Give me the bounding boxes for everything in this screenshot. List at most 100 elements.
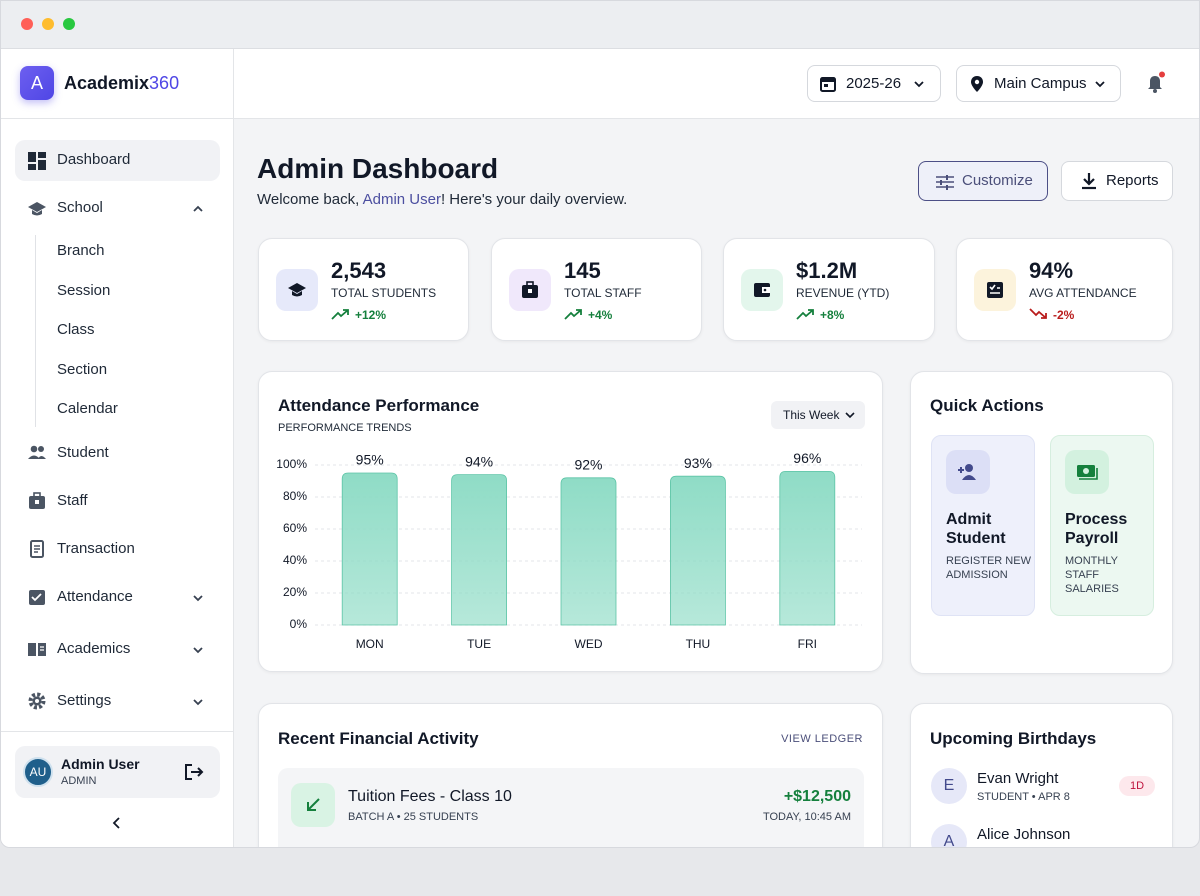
action-subtitle: REGISTER NEW ADMISSION — [946, 555, 1031, 581]
location-icon — [971, 76, 983, 92]
nav-icon — [29, 492, 45, 509]
zoom-button[interactable] — [63, 18, 75, 30]
transaction-detail: BATCH A • 25 STUDENTS — [348, 811, 479, 823]
sub-nav-item[interactable]: Branch — [57, 242, 105, 259]
birthday-avatar: E — [931, 768, 967, 804]
birthday-detail: STUDENT • APR 8 — [977, 791, 1070, 803]
welcome-prefix: Welcome back, — [257, 191, 363, 208]
reports-button[interactable]: Reports — [1061, 161, 1173, 201]
button-label: Customize — [962, 172, 1033, 189]
campus-select[interactable]: Main Campus — [956, 65, 1121, 102]
x-tick-label: THU — [686, 637, 711, 651]
stat-label: REVENUE (YTD) — [796, 286, 890, 300]
stat-card: 145 TOTAL STAFF +4% — [491, 238, 702, 341]
chevron-down — [914, 81, 924, 88]
stat-label: AVG ATTENDANCE — [1029, 286, 1137, 300]
nav-item[interactable]: Staff — [57, 492, 88, 509]
birthday-name: Alice Johnson — [977, 826, 1071, 843]
birthday-name: Evan Wright — [977, 770, 1059, 787]
value-label: 95% — [356, 452, 384, 468]
user-role: ADMIN — [61, 775, 97, 787]
nav-icon — [30, 540, 44, 558]
action-tile[interactable]: Admit Student REGISTER NEW ADMISSION — [931, 435, 1035, 616]
icon-glyph — [1077, 465, 1098, 480]
welcome-text: Welcome back, Admin User! Here's your da… — [257, 190, 627, 210]
birthdays-card: Upcoming Birthdays E Evan Wright STUDENT… — [910, 703, 1173, 847]
sub-nav-item[interactable]: Class — [57, 321, 95, 338]
value-label: 93% — [684, 455, 712, 471]
nav-item[interactable]: Transaction — [57, 540, 135, 557]
avatar-initial: E — [943, 777, 955, 794]
bar — [451, 474, 507, 626]
sub-nav-item[interactable]: Section — [57, 361, 108, 378]
chevron-down[interactable] — [191, 695, 205, 709]
brand-text: Academix — [64, 73, 150, 93]
trend-down-icon — [1029, 308, 1047, 319]
nav-active[interactable] — [15, 140, 220, 181]
period-label: This Week — [783, 408, 840, 422]
nav-icon — [28, 692, 46, 710]
avatar: AU — [23, 757, 53, 787]
avatar-initials: AU — [29, 765, 47, 779]
notifications-bell[interactable] — [1144, 71, 1168, 95]
icon-glyph — [987, 282, 1003, 298]
top-bar: 2025-26 Main Campus — [234, 49, 1199, 119]
page-title: Admin Dashboard — [257, 153, 499, 184]
nav-item[interactable]: Academics — [57, 640, 131, 657]
welcome-suffix: ! Here's your daily overview. — [440, 191, 628, 208]
nav-item[interactable]: Dashboard — [57, 151, 131, 168]
customize-button[interactable]: Customize — [918, 161, 1048, 201]
chart-title: Attendance Performance — [278, 396, 480, 415]
chevron-down[interactable] — [191, 643, 205, 657]
chart-subtitle: PERFORMANCE TRENDS — [278, 422, 412, 434]
welcome-name: Admin User — [362, 191, 441, 208]
logo[interactable]: A — [20, 66, 54, 100]
action-icon — [946, 450, 990, 494]
period-select[interactable]: This Week — [771, 401, 865, 429]
y-tick-label: 80% — [283, 489, 307, 503]
nav-item[interactable]: School — [57, 199, 103, 216]
transaction-icon — [291, 783, 335, 827]
brand-name: Academix360 — [64, 73, 179, 93]
button-label: Reports — [1106, 172, 1159, 189]
card-title: Recent Financial Activity — [278, 729, 479, 748]
stat-value: 2,543 — [331, 258, 387, 283]
close-button[interactable] — [21, 18, 33, 30]
nav-item[interactable]: Settings — [57, 692, 112, 709]
action-tile[interactable]: Process Payroll MONTHLY STAFF SALARIES — [1050, 435, 1154, 616]
sub-nav-item[interactable]: Session — [57, 282, 111, 299]
divider — [1, 731, 233, 732]
transaction-title: Tuition Fees - Class 10 — [348, 788, 512, 805]
logout-icon[interactable] — [183, 762, 205, 782]
sub-nav-item[interactable]: Calendar — [57, 400, 118, 417]
action-title: Admit Student — [946, 511, 1006, 547]
nav-item[interactable]: Student — [57, 444, 109, 461]
x-tick-label: FRI — [798, 637, 817, 651]
trend-up-icon — [331, 309, 349, 320]
session-select[interactable]: 2025-26 — [807, 65, 941, 102]
x-tick-label: WED — [575, 637, 603, 651]
quick-actions-card: Quick Actions Admit Student REGISTER NEW… — [910, 371, 1173, 674]
user-card[interactable]: AU Admin User ADMIN — [15, 746, 220, 798]
tree-line — [35, 235, 36, 427]
action-subtitle: MONTHLY STAFF SALARIES — [1065, 555, 1119, 595]
transaction-row[interactable]: Tuition Fees - Class 10 BATCH A • 25 STU… — [278, 768, 864, 847]
collapse-sidebar[interactable] — [110, 816, 124, 830]
stat-icon — [974, 269, 1016, 311]
app-window: A Academix360 Dashboard School Branch Se… — [0, 0, 1200, 848]
y-tick-label: 20% — [283, 585, 307, 599]
arrow-in-icon — [307, 798, 320, 811]
title-bar — [1, 1, 1199, 49]
chevron-up[interactable] — [191, 202, 205, 216]
stat-icon — [276, 269, 318, 311]
nav-icon — [29, 590, 45, 605]
minimize-button[interactable] — [42, 18, 54, 30]
nav-item[interactable]: Attendance — [57, 588, 133, 605]
chevron-down[interactable] — [191, 591, 205, 605]
view-ledger-link[interactable]: VIEW LEDGER — [781, 733, 863, 745]
y-tick-label: 100% — [276, 457, 307, 471]
birthday-badge: 1D — [1119, 776, 1155, 796]
stat-change: +8% — [820, 308, 845, 322]
stat-icon — [741, 269, 783, 311]
